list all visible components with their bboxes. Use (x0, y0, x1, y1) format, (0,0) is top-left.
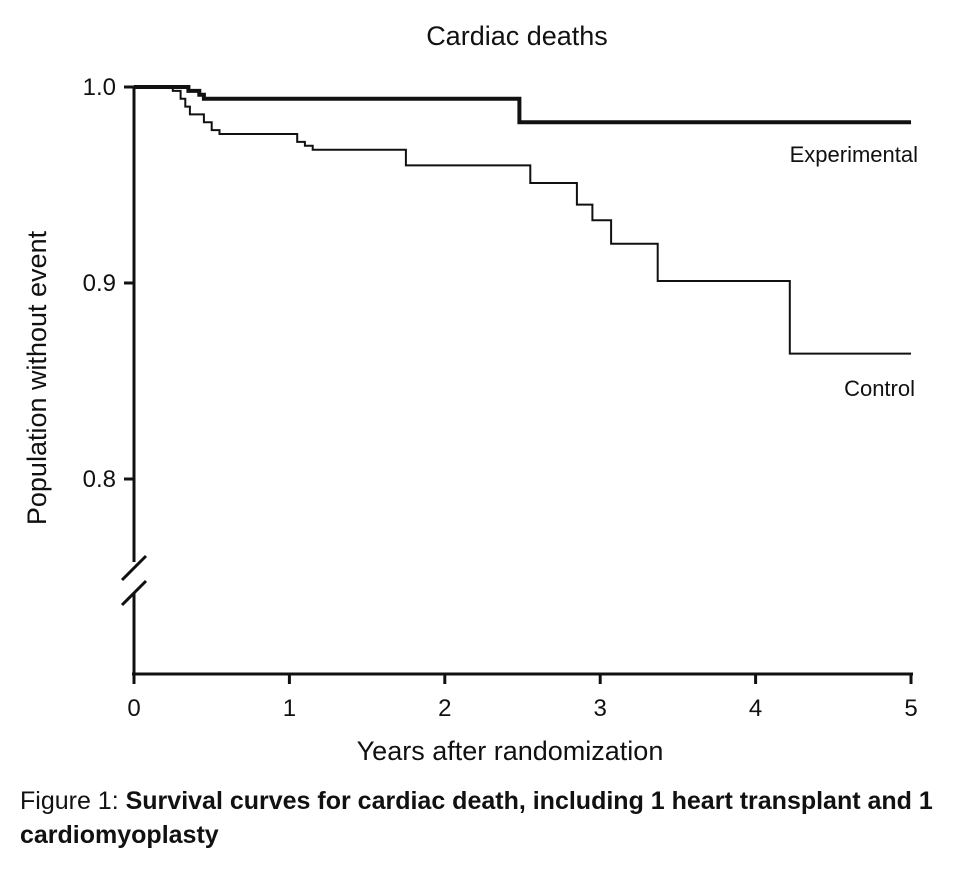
y-axis-label: Population without event (22, 230, 52, 525)
series-line-control (134, 86, 911, 355)
axes (120, 86, 913, 676)
x-tick-label: 0 (127, 695, 140, 722)
y-ticks: 0.8 0.9 1.0 (83, 74, 134, 493)
caption-text: Survival curves for cardiac death, inclu… (20, 787, 933, 849)
figure-caption: Figure 1: Survival curves for cardiac de… (20, 784, 940, 852)
y-tick-label: 0.8 (83, 466, 116, 493)
x-tick-label: 1 (283, 695, 296, 722)
caption-prefix: Figure 1: (20, 787, 126, 815)
x-axis-label: Years after randomization (357, 736, 664, 766)
y-tick-label: 1.0 (83, 74, 116, 101)
series-group (134, 85, 911, 355)
x-tick-label: 2 (438, 695, 451, 722)
series-label-control: Control (844, 376, 915, 401)
x-tick-label: 3 (594, 695, 607, 722)
axis-break-mark-upper (120, 554, 148, 582)
x-tick-label: 4 (749, 695, 762, 722)
y-tick-label: 0.9 (83, 270, 116, 297)
series-line-experimental (134, 85, 911, 125)
x-ticks: 0 1 2 3 4 5 (127, 674, 918, 722)
series-label-experimental: Experimental (790, 142, 918, 167)
x-tick-label: 5 (904, 695, 917, 722)
axis-break-mark-lower (120, 579, 148, 607)
chart-title: Cardiac deaths (426, 21, 608, 51)
